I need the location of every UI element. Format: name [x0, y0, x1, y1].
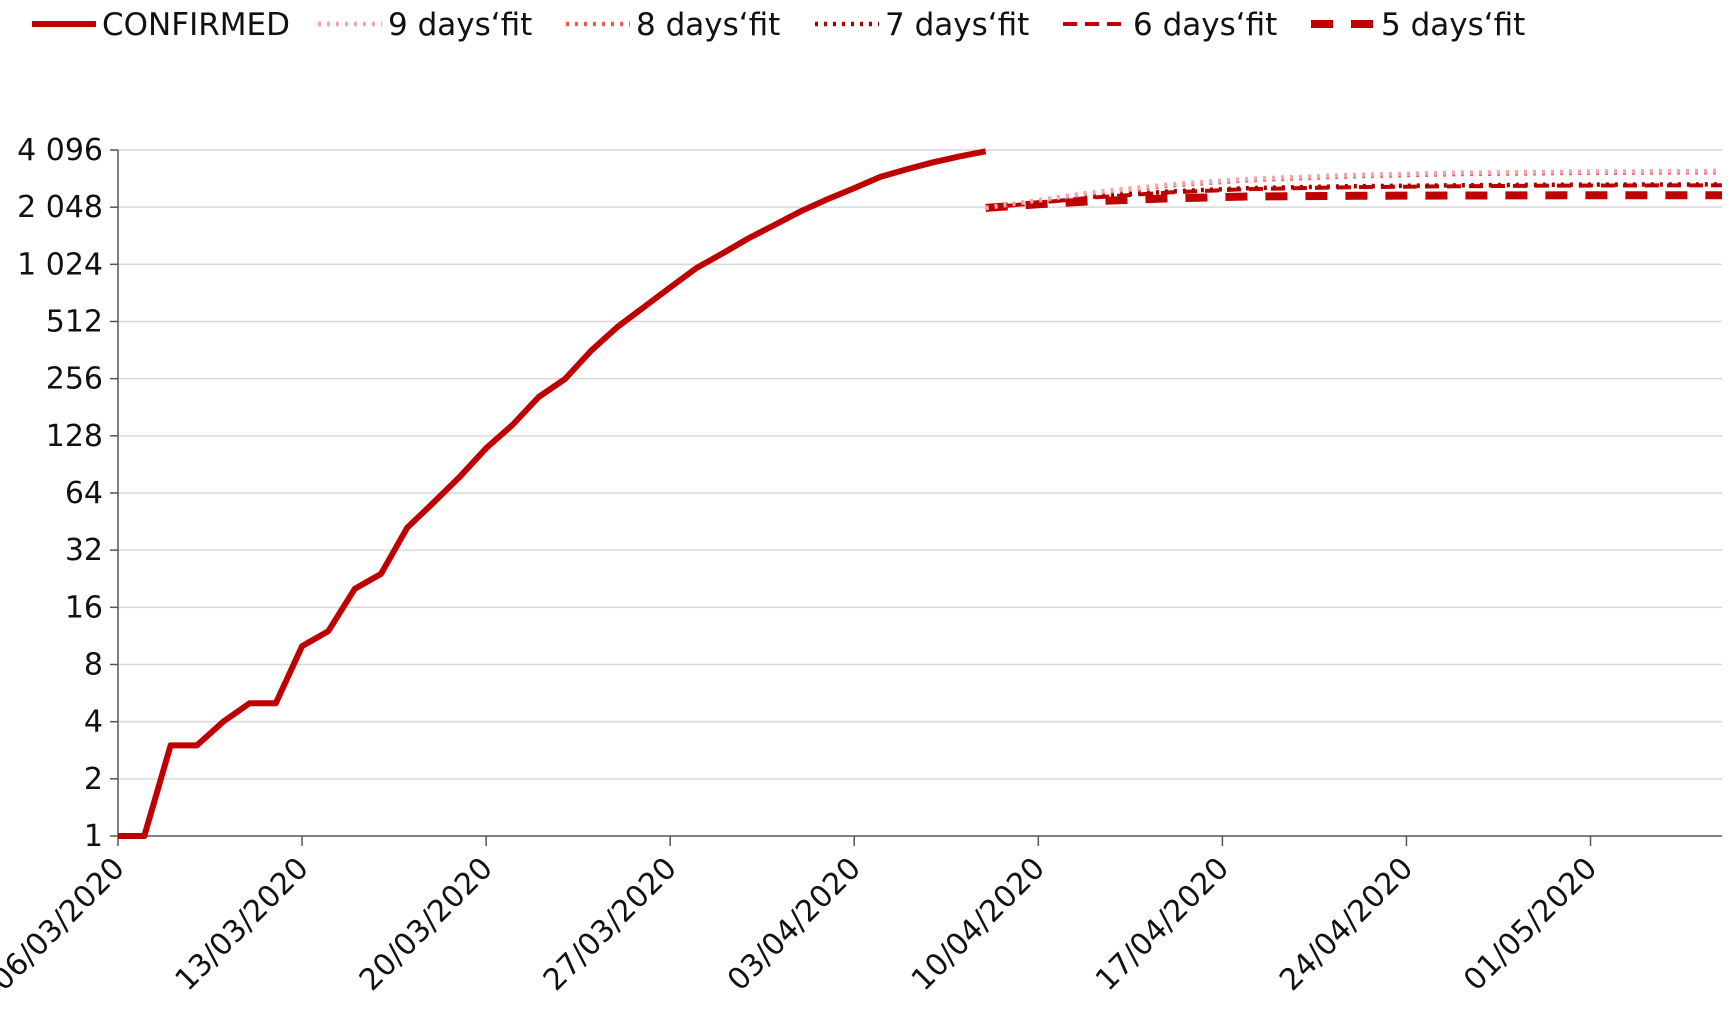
x-tick-labels: 06/03/2020 13/03/2020 20/03/2020 27/03/2020… — [0, 851, 1604, 998]
y-tick-label: 256 — [46, 362, 103, 397]
legend-label: 6 days‘fit — [1133, 7, 1277, 43]
legend-label: 5 days‘fit — [1381, 7, 1525, 43]
y-tick-label: 2 048 — [17, 190, 103, 225]
y-tick-label: 8 — [84, 648, 103, 683]
gridlines — [118, 149, 1722, 780]
x-tick-label: 03/04/2020 — [721, 851, 868, 998]
x-tick-label: 20/03/2020 — [353, 851, 500, 998]
x-tick-label: 13/03/2020 — [169, 851, 316, 998]
x-tick-label: 01/05/2020 — [1457, 851, 1604, 998]
y-tick-label: 128 — [46, 419, 103, 454]
x-tick-label: 10/04/2020 — [905, 851, 1052, 998]
axes — [110, 149, 1722, 846]
y-tick-label: 512 — [46, 305, 103, 340]
y-tick-label: 2 — [84, 762, 103, 797]
y-tick-label: 64 — [65, 476, 103, 511]
x-tick-label: 27/03/2020 — [537, 851, 684, 998]
legend-label: CONFIRMED — [102, 7, 290, 43]
legend-label: 7 days‘fit — [885, 7, 1029, 43]
y-tick-labels: 1 2 4 8 16 32 64 128 256 512 1 024 2 048 4 096 — [17, 133, 103, 854]
legend: CONFIRMED 9 days‘fit 8 days‘fit 7 days‘fit 6… — [32, 7, 1525, 43]
y-tick-label: 4 — [84, 705, 103, 740]
x-tick-label: 06/03/2020 — [0, 851, 132, 998]
y-tick-label: 32 — [65, 533, 103, 568]
y-tick-label: 1 024 — [17, 247, 103, 282]
series-line-confirmed — [118, 148, 987, 839]
legend-label: 9 days‘fit — [388, 7, 532, 43]
series-lines — [118, 148, 1723, 839]
x-tick-label: 24/04/2020 — [1273, 851, 1420, 998]
x-tick-label: 17/04/2020 — [1089, 851, 1236, 998]
y-tick-label: 16 — [65, 590, 103, 625]
series-line-9-days-fit — [985, 168, 1723, 211]
series-line-7-days-fit — [985, 182, 1723, 211]
y-tick-label: 4 096 — [17, 133, 103, 168]
y-tick-label: 1 — [84, 819, 103, 854]
series-line-6-days-fit — [985, 183, 1723, 210]
series-line-8-days-fit — [985, 169, 1723, 211]
legend-label: 8 days‘fit — [636, 7, 780, 43]
